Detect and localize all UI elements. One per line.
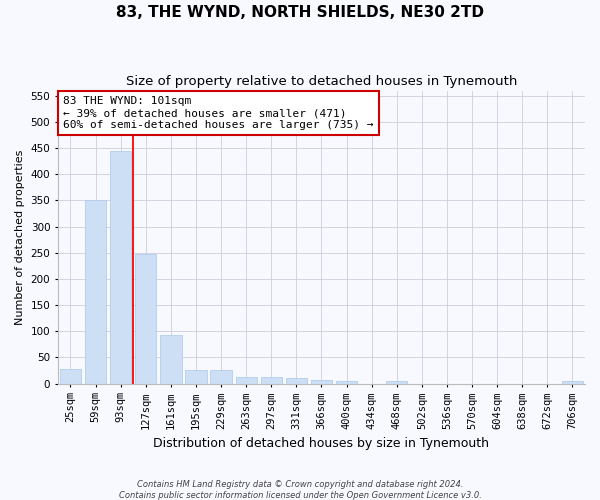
Bar [260,376,282,384]
Bar [211,370,232,384]
Bar [311,380,332,384]
Bar [286,378,307,384]
X-axis label: Distribution of detached houses by size in Tynemouth: Distribution of detached houses by size … [154,437,490,450]
Bar [135,254,157,384]
Y-axis label: Number of detached properties: Number of detached properties [15,150,25,324]
Text: Contains HM Land Registry data © Crown copyright and database right 2024.
Contai: Contains HM Land Registry data © Crown c… [119,480,481,500]
Bar [185,370,206,384]
Text: 83, THE WYND, NORTH SHIELDS, NE30 2TD: 83, THE WYND, NORTH SHIELDS, NE30 2TD [116,5,484,20]
Bar [336,381,357,384]
Bar [236,376,257,384]
Bar [386,381,407,384]
Bar [85,200,106,384]
Bar [110,150,131,384]
Bar [60,370,81,384]
Text: 83 THE WYND: 101sqm
← 39% of detached houses are smaller (471)
60% of semi-detac: 83 THE WYND: 101sqm ← 39% of detached ho… [63,96,374,130]
Title: Size of property relative to detached houses in Tynemouth: Size of property relative to detached ho… [126,75,517,88]
Bar [160,336,182,384]
Bar [562,381,583,384]
